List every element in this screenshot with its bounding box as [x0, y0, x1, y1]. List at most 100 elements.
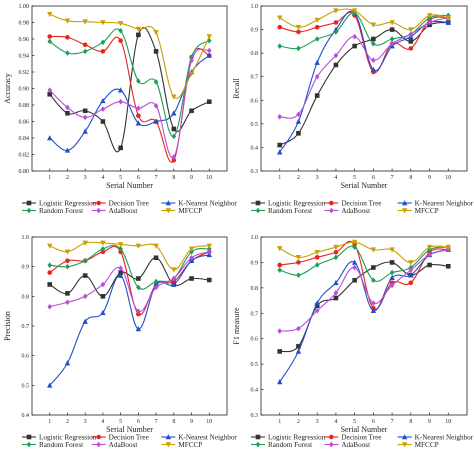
- data-point: [64, 18, 71, 24]
- legend-label: Decision Tree: [109, 199, 149, 207]
- data-point: [295, 255, 302, 261]
- data-point: [135, 326, 142, 332]
- data-point: [206, 249, 212, 255]
- data-point: [65, 104, 70, 111]
- data-point: [314, 24, 320, 30]
- legend-item-k-nearest-neighbor: K-Nearest Neighbor: [161, 433, 237, 441]
- data-point: [277, 149, 283, 155]
- legend-swatch-marker: [401, 200, 408, 206]
- series-line: [279, 12, 449, 50]
- series-adaboost: [47, 47, 212, 160]
- data-point: [82, 114, 88, 121]
- legend-item-adaboost: AdaBoost: [324, 441, 370, 449]
- x-tick-label: 4: [101, 175, 104, 181]
- series-line: [49, 55, 210, 151]
- legend-swatch-marker: [401, 434, 408, 440]
- data-point: [352, 277, 357, 283]
- chart-panel-precision: 0.4 0.5 0.6 0.7 0.8 0.9 1.0 1 2 3 4 5 6 7 8 9 10 Serial N…: [3, 235, 237, 449]
- legend-label: Logistic Regression: [268, 199, 326, 207]
- data-point: [189, 108, 194, 114]
- legend-label: AdaBoost: [109, 441, 138, 449]
- x-tick-label: 10: [445, 175, 451, 181]
- legend: Logistic Regression Decision Tree K-Neares…: [22, 433, 237, 449]
- data-point: [65, 35, 70, 40]
- data-point: [333, 295, 339, 301]
- data-point: [189, 54, 194, 60]
- y-tick-label: 0.3: [251, 413, 259, 419]
- legend-label: AdaBoost: [341, 441, 370, 449]
- data-point: [171, 281, 177, 287]
- data-point: [314, 17, 320, 24]
- data-point: [82, 318, 88, 324]
- y-tick-label: 0.98: [19, 21, 30, 27]
- y-tick-label: 0.84: [19, 136, 30, 142]
- series-mfccp: [277, 239, 451, 266]
- data-point: [408, 260, 414, 266]
- series-line: [279, 245, 449, 282]
- data-point: [153, 30, 159, 36]
- data-point: [333, 8, 339, 14]
- data-point: [277, 328, 283, 334]
- series-line: [49, 251, 210, 312]
- x-axis-label: Serial Number: [341, 425, 388, 434]
- x-axis-label: Serial Number: [341, 181, 388, 190]
- data-point: [136, 284, 141, 291]
- legend-label: K-Nearest Neighbor: [415, 433, 474, 441]
- data-point: [296, 325, 301, 332]
- series-line: [49, 254, 210, 386]
- data-point: [314, 249, 320, 256]
- legend-swatch-marker: [165, 442, 172, 448]
- data-point: [389, 282, 395, 289]
- y-tick-label: 0.4: [251, 388, 259, 394]
- legend-item-adaboost: AdaBoost: [91, 207, 138, 215]
- legend-swatch-marker: [329, 441, 334, 448]
- data-point: [296, 111, 301, 118]
- series-adaboost: [277, 14, 451, 120]
- data-point: [65, 299, 70, 306]
- y-tick-label: 0.6: [22, 354, 30, 360]
- data-point: [351, 8, 358, 14]
- x-tick-label: 9: [190, 175, 193, 181]
- legend-label: AdaBoost: [109, 207, 138, 215]
- y-tick-label: 1.0: [251, 235, 259, 241]
- x-tick-label: 10: [445, 419, 451, 425]
- data-point: [171, 154, 177, 160]
- data-point: [118, 265, 123, 271]
- x-tick-label: 7: [155, 419, 158, 425]
- data-point: [153, 243, 159, 249]
- data-point: [117, 21, 124, 27]
- x-tick-label: 9: [428, 419, 431, 425]
- legend-label: Random Forest: [268, 441, 312, 449]
- data-point: [408, 280, 414, 286]
- x-tick-label: 1: [278, 175, 281, 181]
- data-point: [189, 254, 194, 261]
- data-point: [314, 36, 320, 42]
- data-point: [136, 308, 141, 314]
- data-point: [136, 32, 141, 38]
- data-point: [64, 360, 71, 366]
- data-point: [100, 20, 106, 26]
- data-point: [445, 19, 451, 25]
- legend-swatch-marker: [329, 200, 334, 206]
- data-point: [100, 309, 106, 315]
- data-point: [65, 291, 70, 296]
- x-tick-label: 3: [84, 175, 87, 181]
- legend-swatch-marker: [255, 207, 261, 214]
- data-point: [47, 34, 53, 39]
- data-point: [206, 47, 212, 54]
- data-point: [188, 246, 195, 252]
- data-point: [408, 267, 414, 273]
- data-point: [277, 267, 283, 273]
- data-point: [351, 239, 358, 245]
- y-axis-label: F1 measure: [232, 307, 241, 345]
- data-point: [171, 133, 177, 140]
- data-point: [136, 276, 141, 281]
- legend-label: Logistic Regression: [39, 433, 97, 441]
- series-mfccp: [47, 11, 212, 100]
- x-tick-label: 9: [428, 175, 431, 181]
- data-point: [171, 94, 177, 100]
- x-tick-label: 5: [119, 419, 122, 425]
- data-point: [296, 260, 301, 265]
- series-line: [49, 245, 210, 316]
- y-tick-label: 0.6: [251, 337, 259, 343]
